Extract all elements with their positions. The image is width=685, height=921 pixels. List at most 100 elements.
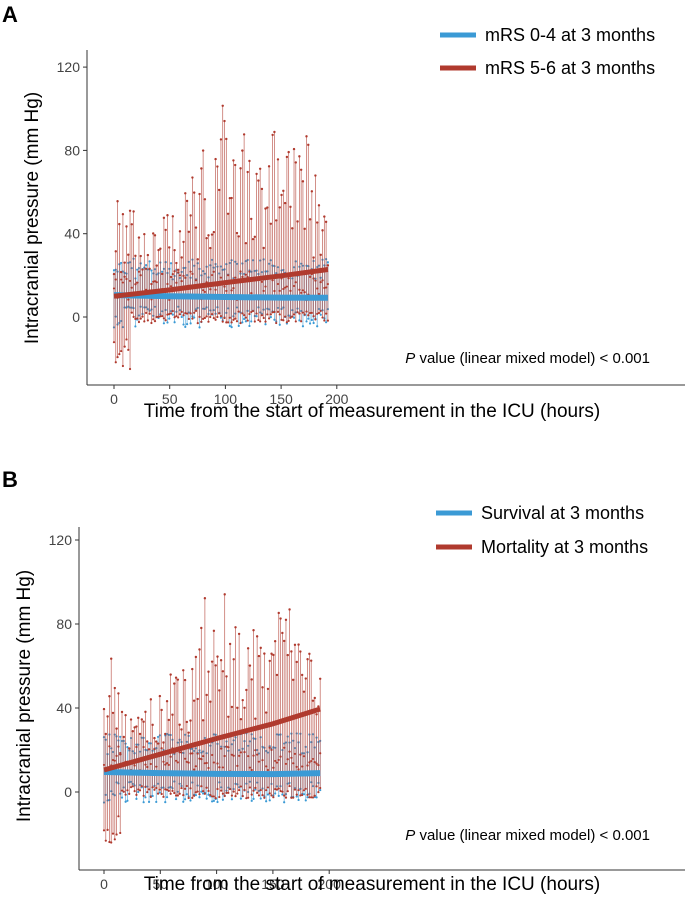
trace-point-mortality xyxy=(232,159,235,162)
trace-point-mortality xyxy=(248,159,251,163)
trace-point-mortality xyxy=(153,234,157,237)
trace-point-mortality xyxy=(297,789,300,792)
x-tick-label: 150 xyxy=(261,876,285,892)
trace-point-mortality xyxy=(104,732,108,736)
trace-point-mortality xyxy=(173,682,176,685)
trace-point-mortality xyxy=(155,740,158,743)
trace-point-mortality xyxy=(207,789,210,793)
trace-point-mortality xyxy=(191,272,194,276)
trace-point-mortality xyxy=(106,715,109,718)
trace-point-mortality xyxy=(293,788,297,791)
trace-point-mortality xyxy=(250,768,253,772)
trace-point-mortality xyxy=(250,217,253,221)
trace-point-survival xyxy=(120,796,124,799)
trace-point-mortality xyxy=(299,650,302,653)
trace-point-mortality xyxy=(174,794,178,797)
trace-point-mortality xyxy=(162,795,165,798)
trace-point-mortality xyxy=(151,723,154,727)
trace-point-mortality xyxy=(307,314,310,317)
trace-point-mortality xyxy=(160,708,163,712)
trace-point-mortality xyxy=(319,752,322,755)
trace-point-mortality xyxy=(210,660,214,663)
trace-point-survival xyxy=(182,800,185,803)
trace-point-mortality xyxy=(301,289,305,292)
trace-point-mortality xyxy=(264,207,267,210)
trace-point-mortality xyxy=(223,316,226,320)
trace-point-mortality xyxy=(191,796,194,799)
trace-point-mortality xyxy=(243,788,246,792)
trace-point-mortality xyxy=(302,789,306,792)
trace-point-mortality xyxy=(187,761,190,764)
panel-a-annotation: P value (linear mixed model) < 0.001 xyxy=(405,350,650,367)
trace-point-survival xyxy=(169,262,173,265)
trace-point-survival xyxy=(142,801,145,804)
trace-point-mortality xyxy=(129,718,133,721)
trace-point-mortality xyxy=(260,280,264,284)
trace-point-mortality xyxy=(146,253,150,257)
trace-point-mortality xyxy=(182,240,185,244)
trace-point-mortality xyxy=(189,787,192,790)
trace-point-mortality xyxy=(180,280,183,283)
trace-point-mortality xyxy=(250,310,253,314)
trace-point-mortality xyxy=(127,253,130,256)
trace-point-survival xyxy=(319,788,322,792)
trace-point-mortality xyxy=(160,272,164,276)
trace-point-mortality xyxy=(299,168,303,171)
trace-point-mortality xyxy=(278,313,281,316)
trace-point-mortality xyxy=(160,792,163,796)
trace-point-mortality xyxy=(165,788,169,791)
trace-point-mortality xyxy=(244,273,247,276)
trace-point-mortality xyxy=(234,276,237,279)
trace-point-mortality xyxy=(227,791,230,794)
trace-point-mortality xyxy=(192,699,196,702)
trace-point-mortality xyxy=(303,313,306,316)
trace-point-mortality xyxy=(169,755,172,758)
trace-point-mortality xyxy=(212,230,216,234)
trace-point-mortality xyxy=(290,796,293,799)
trace-point-mortality xyxy=(220,789,223,792)
panel-b-y-axis-title: Intracranial pressure (mm Hg) xyxy=(14,570,35,822)
trace-point-mortality xyxy=(292,147,296,151)
panel-b-fit-lines xyxy=(103,706,321,778)
trace-point-mortality xyxy=(251,309,255,313)
trace-point-mortality xyxy=(216,762,219,765)
trace-point-survival xyxy=(200,790,203,793)
trace-point-mortality xyxy=(102,707,106,711)
trace-point-survival xyxy=(165,796,169,799)
trace-point-mortality xyxy=(191,176,194,179)
trace-point-survival xyxy=(255,315,258,318)
trace-point-mortality xyxy=(196,752,199,755)
trace-point-survival xyxy=(180,315,183,319)
trace-point-mortality xyxy=(313,760,316,764)
trace-point-mortality xyxy=(203,198,207,201)
trace-point-mortality xyxy=(325,286,328,289)
x-tick-label: 0 xyxy=(100,876,108,892)
trace-point-survival xyxy=(221,798,225,801)
trace-point-mortality xyxy=(252,629,255,632)
trace-point-mortality xyxy=(256,791,259,794)
trace-point-mortality xyxy=(104,839,107,842)
trace-point-mortality xyxy=(317,311,321,315)
trace-point-mortality xyxy=(112,341,116,344)
trace-point-mortality xyxy=(119,751,122,755)
trace-point-mortality xyxy=(162,760,165,763)
trace-point-mortality xyxy=(219,314,223,318)
trace-point-mortality xyxy=(201,754,205,758)
y-tick-label: 80 xyxy=(64,142,80,158)
panel-a-letter: A xyxy=(2,2,18,27)
trace-point-survival xyxy=(239,797,243,800)
trace-point-mortality xyxy=(245,797,248,800)
trace-point-mortality xyxy=(118,353,121,356)
trace-point-mortality xyxy=(296,220,299,223)
trace-point-mortality xyxy=(227,746,230,749)
trace-point-mortality xyxy=(267,317,271,320)
x-tick-label: 100 xyxy=(214,391,238,407)
trace-point-mortality xyxy=(300,673,304,677)
trace-point-survival xyxy=(201,792,205,795)
trace-point-mortality xyxy=(210,312,214,316)
trace-point-mortality xyxy=(310,190,314,193)
trace-point-mortality xyxy=(178,274,182,277)
trace-point-mortality xyxy=(200,785,203,788)
trace-point-mortality xyxy=(243,313,246,317)
trace-point-mortality xyxy=(319,309,322,312)
